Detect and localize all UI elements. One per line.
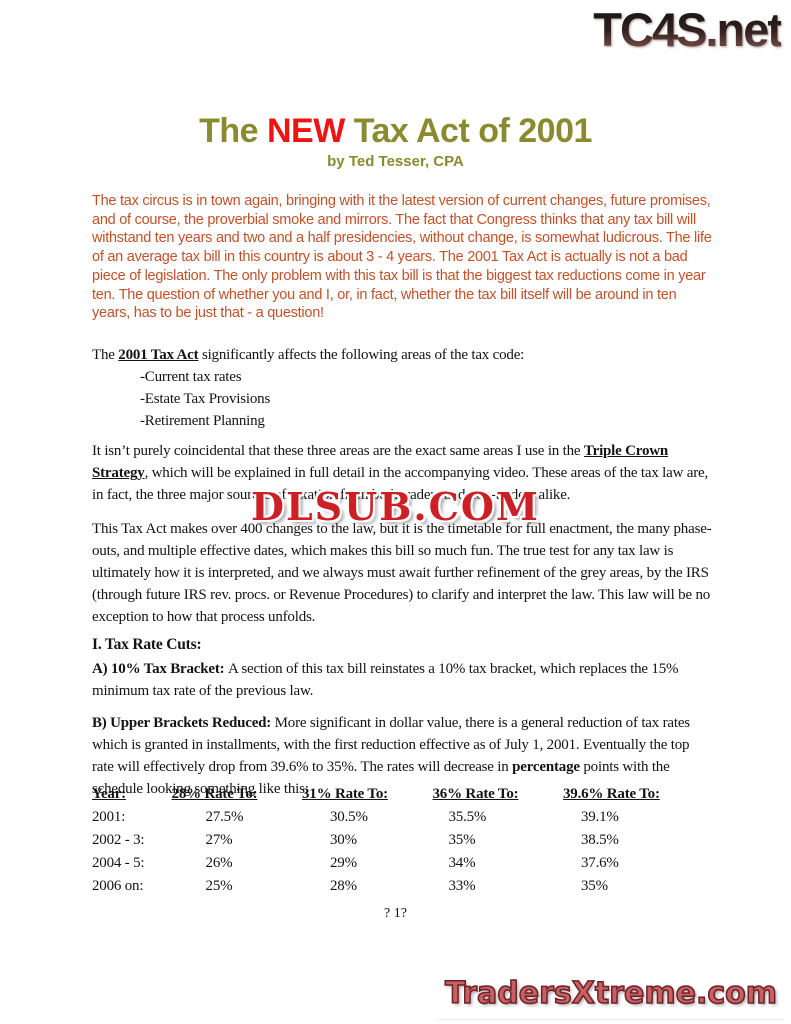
table-row: 2002 - 3: 27% 30% 35% 38.5% (92, 830, 710, 853)
table-cell: 2004 - 5: (92, 855, 145, 871)
table-cell: 27% (205, 832, 233, 848)
table-cell: 35.5% (448, 809, 487, 825)
table-cell: 2002 - 3: (92, 832, 145, 848)
table-cell: 30.5% (330, 809, 368, 825)
text-segment: NEW (266, 112, 345, 150)
text-segment: Triple Crown Strategy (92, 443, 669, 481)
table-header-row: Year: 28% Rate To: 31% Rate To: 36% Rate To… (92, 786, 710, 807)
text-segment: More significant in dollar value, there … (92, 715, 690, 775)
tax-rates-table-wrap: Year: 28% Rate To: 31% Rate To: 36% Rate To… (92, 786, 712, 899)
column-header: 28% Rate To: (171, 786, 258, 802)
table-cell: 30% (330, 832, 357, 848)
table-cell: 38.5% (580, 832, 619, 848)
text-segment: , which will be explained in full detail… (92, 465, 709, 503)
changes-paragraph: This Tax Act makes over 400 changes to t… (92, 521, 712, 625)
column-header: Year: (92, 786, 126, 802)
table-cell: 25% (205, 878, 233, 894)
dlsub-watermark: DLSUB.COM (250, 484, 540, 529)
column-header: 36% Rate To: (432, 786, 519, 802)
tradersxtreme-logo: TradersXtreme.com (439, 974, 783, 1020)
text-segment: significantly affects the following area… (198, 347, 525, 363)
text-segment: 2001 Tax Act (118, 347, 199, 363)
list-item: -Estate Tax Provisions (140, 391, 271, 407)
text-segment: B) Upper Brackets Reduced: (92, 715, 275, 731)
table-cell: 27.5% (205, 809, 244, 825)
table-cell: 2001: (92, 809, 126, 825)
page-title: The NEW Tax Act of 2001 (0, 112, 791, 151)
column-header: 39.6% Rate To: (562, 786, 660, 802)
list-item: -Current tax rates (140, 369, 242, 385)
affects-section: The 2001 Tax Act significantly affects t… (92, 344, 712, 432)
table-cell: 29% (330, 855, 357, 871)
text-segment: points with the schedule looking somethi… (92, 759, 670, 797)
list-item: -Retirement Planning (140, 413, 265, 429)
byline: by Ted Tesser, CPA (327, 153, 464, 170)
table-cell: 26% (205, 855, 233, 871)
table-row: 2004 - 5: 26% 29% 34% 37.6% (92, 853, 710, 876)
text-segment: Tax Act of 2001 (344, 112, 593, 150)
table-cell: 37.6% (580, 855, 619, 871)
text-segment: percentage (512, 759, 580, 775)
section-heading: I. Tax Rate Cuts: (92, 636, 202, 653)
bracket-a-paragraph: A) 10% Tax Bracket: A section of this ta… (92, 658, 712, 702)
intro-paragraph: The tax circus is in town again, bringin… (92, 193, 712, 322)
table-cell: 35% (448, 832, 476, 848)
table-row: 2001: 27.5% 30.5% 35.5% 39.1% (92, 807, 710, 830)
text-segment: The (92, 347, 119, 363)
tc4s-logo: TC4S.net (593, 3, 783, 56)
table-cell: 34% (448, 855, 476, 871)
table-cell: 33% (448, 878, 476, 894)
page-number: ? 1? (384, 906, 407, 921)
text-segment: A) 10% Tax Bracket: (92, 661, 228, 677)
bracket-b-paragraph: B) Upper Brackets Reduced: More signific… (92, 712, 712, 800)
table-cell: 28% (330, 878, 357, 894)
coincidental-paragraph: It isn’t purely coincidental that these … (92, 440, 712, 506)
text-segment: A section of this tax bill reinstates a … (92, 661, 679, 699)
table-cell: 2006 on: (92, 878, 144, 894)
tax-rates-table: Year: 28% Rate To: 31% Rate To: 36% Rate To… (92, 786, 710, 899)
column-header: 31% Rate To: (302, 786, 388, 802)
affects-paragraph: The 2001 Tax Act significantly affects t… (92, 344, 712, 366)
text-segment: The (199, 112, 267, 150)
table-cell: 39.1% (580, 809, 619, 825)
table-row: 2006 on: 25% 28% 33% 35% (92, 876, 710, 899)
text-segment: It isn’t purely coincidental that these … (92, 443, 584, 459)
table-cell: 35% (580, 878, 608, 894)
